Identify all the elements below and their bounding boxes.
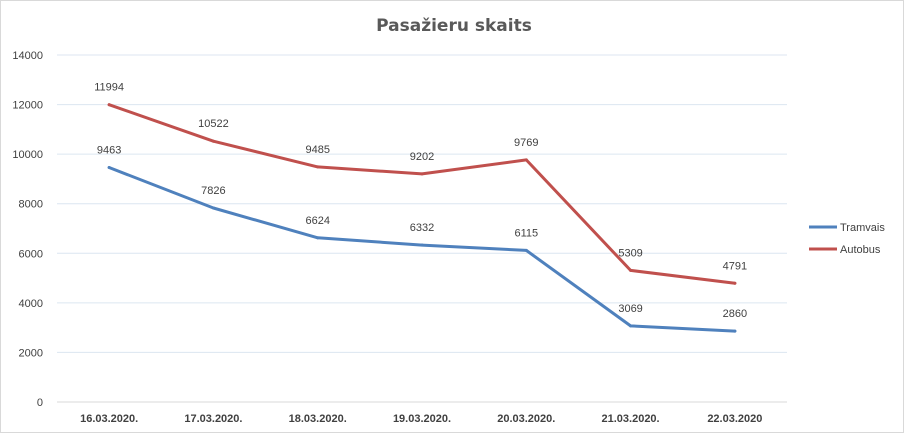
legend-label: Tramvais — [840, 222, 885, 234]
x-tick-label: 19.03.2020. — [393, 413, 451, 425]
x-tick-label: 18.03.2020. — [289, 413, 347, 425]
data-point — [733, 329, 737, 333]
data-label: 10522 — [198, 118, 229, 130]
x-tick-label: 20.03.2020. — [497, 413, 555, 425]
data-label: 9485 — [305, 144, 329, 156]
data-label: 9769 — [514, 137, 538, 149]
data-point — [733, 281, 737, 285]
data-point — [420, 172, 424, 176]
y-tick-label: 0 — [37, 397, 43, 409]
y-tick-label: 4000 — [19, 298, 43, 310]
data-label: 9463 — [97, 144, 121, 156]
x-tick-label: 22.03.2020 — [707, 413, 762, 425]
data-point — [211, 206, 215, 210]
data-label: 4791 — [723, 260, 747, 272]
data-point — [629, 324, 633, 328]
data-point — [316, 236, 320, 240]
chart-title: Pasažieru skaits — [376, 16, 532, 36]
y-tick-label: 14000 — [12, 50, 43, 62]
data-label: 6332 — [410, 222, 434, 234]
y-tick-label: 12000 — [12, 100, 43, 112]
data-point — [524, 248, 528, 252]
legend: Tramvais Autobus — [809, 222, 885, 256]
data-point — [211, 139, 215, 143]
y-tick-label: 8000 — [19, 199, 43, 211]
series-lines — [107, 103, 737, 333]
data-point — [420, 243, 424, 247]
x-tick-label: 17.03.2020. — [184, 413, 242, 425]
legend-label: Autobus — [840, 244, 881, 256]
y-axis-ticks: 0 2000 4000 6000 8000 10000 12000 14000 — [12, 50, 43, 409]
x-axis-ticks: 16.03.2020. 17.03.2020. 18.03.2020. 19.03.2… — [80, 413, 762, 425]
data-label: 11994 — [94, 82, 124, 94]
data-point — [524, 158, 528, 162]
data-point — [107, 165, 111, 169]
y-tick-label: 2000 — [19, 347, 43, 359]
data-point — [316, 165, 320, 169]
data-label: 7826 — [201, 185, 225, 197]
data-labels: 9463 7826 6624 6332 6115 3069 2860 11994 10522 94… — [94, 82, 747, 320]
data-label: 6624 — [305, 215, 329, 227]
data-label: 3069 — [618, 303, 642, 315]
data-point — [629, 268, 633, 272]
data-label: 6115 — [514, 227, 538, 239]
data-label: 9202 — [410, 151, 434, 163]
x-tick-label: 16.03.2020. — [80, 413, 138, 425]
data-label: 2860 — [723, 308, 747, 320]
data-label: 5309 — [618, 247, 642, 259]
y-tick-label: 10000 — [12, 149, 43, 161]
x-tick-label: 21.03.2020. — [602, 413, 660, 425]
y-tick-label: 6000 — [19, 248, 43, 260]
gridlines — [57, 54, 787, 403]
data-point — [107, 103, 111, 107]
